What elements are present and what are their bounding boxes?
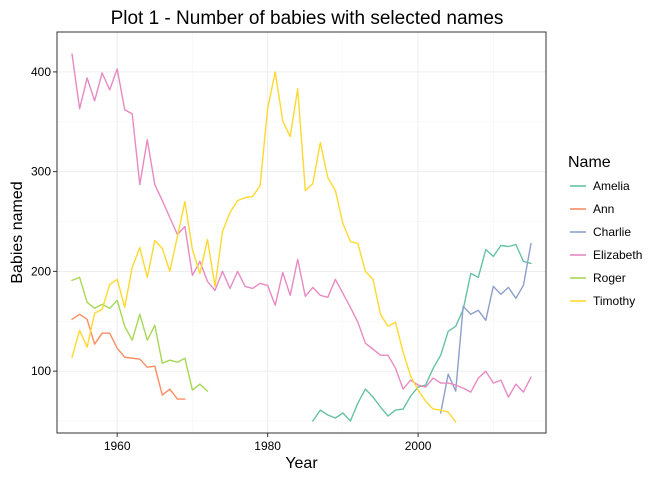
- chart-title: Plot 1 - Number of babies with selected …: [111, 8, 504, 29]
- legend-label-charlie: Charlie: [593, 225, 631, 239]
- y-tick-label: 300: [31, 165, 51, 179]
- series-line-charlie: [440, 242, 532, 414]
- series-line-roger: [71, 276, 209, 392]
- plot-panel: [57, 32, 546, 433]
- legend-title: Name: [568, 154, 611, 171]
- y-axis-title: Babies named: [9, 181, 26, 283]
- x-tick-label: 1960: [104, 439, 131, 453]
- y-tick-label: 400: [31, 65, 51, 79]
- legend-label-elizabeth: Elizabeth: [593, 248, 642, 262]
- x-tick-label: 1980: [254, 439, 281, 453]
- y-tick-label: 100: [31, 364, 51, 378]
- panel-background: [57, 32, 546, 433]
- grid-lines: [57, 32, 546, 433]
- legend-label-amelia: Amelia: [593, 179, 630, 193]
- legend-label-timothy: Timothy: [593, 294, 635, 308]
- x-tick-label: 2000: [405, 439, 432, 453]
- y-tick-label: 200: [31, 264, 51, 278]
- panel-border: [56, 31, 547, 434]
- legend-label-roger: Roger: [593, 271, 626, 285]
- legend-label-ann: Ann: [593, 202, 614, 216]
- series-lines: [71, 53, 532, 423]
- axis-ticks: 1960 1980 2000 100 200 300 400: [31, 65, 432, 453]
- series-line-timothy: [71, 71, 457, 423]
- legend: Name Amelia Ann Charlie Elizabeth Roger Timot…: [568, 154, 642, 308]
- x-axis-title: Year: [285, 455, 318, 472]
- series-line-elizabeth: [71, 53, 532, 398]
